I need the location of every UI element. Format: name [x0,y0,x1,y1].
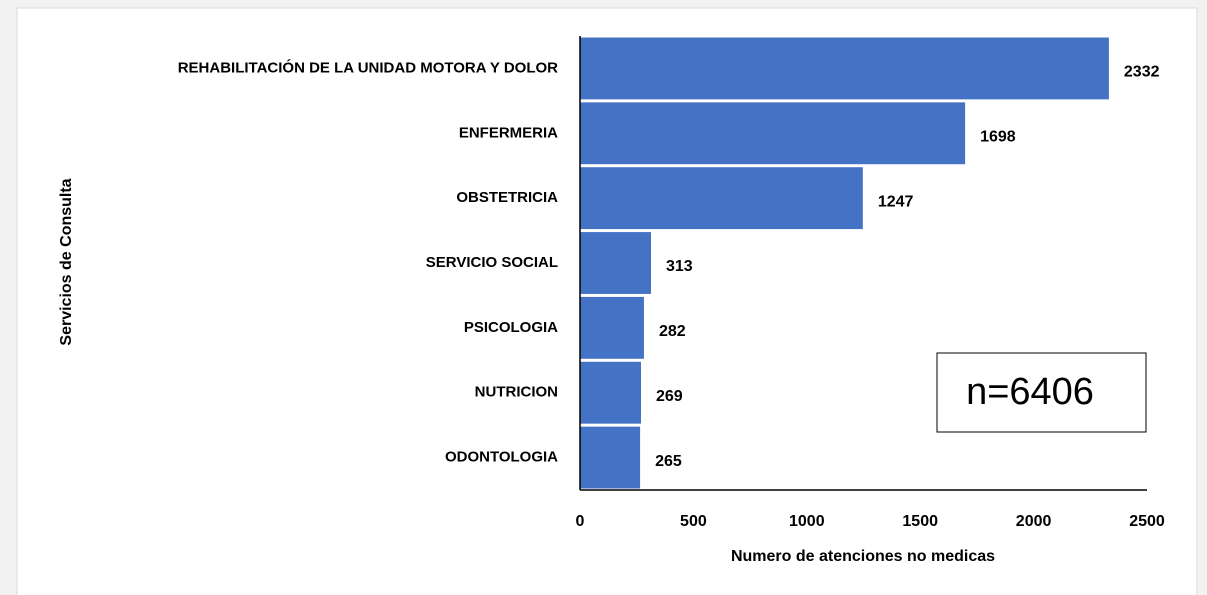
data-label: 1698 [980,129,1016,146]
annotation-box [936,352,1147,433]
data-label: 269 [656,388,683,405]
data-label: 2332 [1124,64,1160,81]
data-label: 282 [659,323,686,340]
bar [580,102,966,165]
bar [580,296,644,359]
y-tick-label: ENFERMERIA [459,124,558,141]
x-tick-label: 500 [680,513,707,530]
y-tick-label: NUTRICION [475,384,558,401]
data-label: 265 [655,453,682,470]
bar [580,426,641,489]
data-label: 313 [666,258,693,275]
annotation: n=6406 [966,371,1094,413]
y-tick-label: SERVICIO SOCIAL [426,254,558,271]
y-tick-label: REHABILITACIÓN DE LA UNIDAD MOTORA Y DOL… [178,58,558,76]
x-tick-label: 2000 [1016,513,1052,530]
x-tick-label: 2500 [1129,513,1165,530]
x-tick-label: 1000 [789,513,825,530]
data-label: 1247 [878,193,914,210]
bar [580,37,1109,100]
x-axis-title: Numero de atenciones no medicas [731,548,995,565]
x-tick-label: 1500 [902,513,938,530]
y-axis-title: Servicios de Consulta [58,178,75,345]
bar [580,361,642,424]
y-tick-label: PSICOLOGIA [464,319,558,336]
bar [580,232,651,294]
y-tick-label: OBSTETRICIA [456,189,558,206]
x-tick-label: 0 [576,513,585,530]
bar [580,167,863,230]
y-tick-label: ODONTOLOGIA [445,449,558,466]
